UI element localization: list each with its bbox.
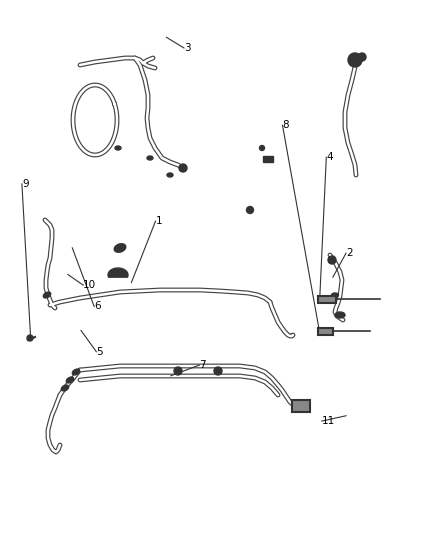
Bar — [318, 328, 333, 335]
Circle shape — [348, 53, 362, 67]
Circle shape — [247, 206, 254, 214]
Polygon shape — [108, 268, 128, 277]
Ellipse shape — [174, 367, 182, 375]
Bar — [318, 296, 336, 303]
Text: 1: 1 — [155, 216, 162, 226]
Circle shape — [27, 335, 33, 341]
Text: 11: 11 — [322, 416, 335, 426]
Text: 7: 7 — [199, 360, 206, 370]
Circle shape — [259, 146, 265, 150]
Bar — [263, 156, 273, 162]
Text: 5: 5 — [96, 347, 103, 357]
Ellipse shape — [332, 293, 339, 297]
Ellipse shape — [66, 377, 74, 383]
Text: 9: 9 — [22, 179, 28, 189]
Ellipse shape — [43, 292, 51, 298]
Text: 8: 8 — [283, 120, 289, 130]
Ellipse shape — [115, 146, 121, 150]
Ellipse shape — [214, 367, 222, 375]
Ellipse shape — [335, 312, 345, 318]
Ellipse shape — [114, 244, 126, 252]
Circle shape — [179, 164, 187, 172]
Text: 6: 6 — [94, 302, 101, 311]
Circle shape — [328, 256, 336, 264]
Ellipse shape — [147, 156, 153, 160]
Text: 10: 10 — [83, 280, 96, 290]
Text: 4: 4 — [326, 152, 333, 162]
Circle shape — [358, 53, 366, 61]
Ellipse shape — [72, 369, 80, 375]
Bar — [292, 400, 310, 412]
Text: 2: 2 — [346, 248, 353, 258]
Ellipse shape — [61, 385, 69, 391]
Ellipse shape — [167, 173, 173, 177]
Text: 3: 3 — [184, 43, 191, 53]
